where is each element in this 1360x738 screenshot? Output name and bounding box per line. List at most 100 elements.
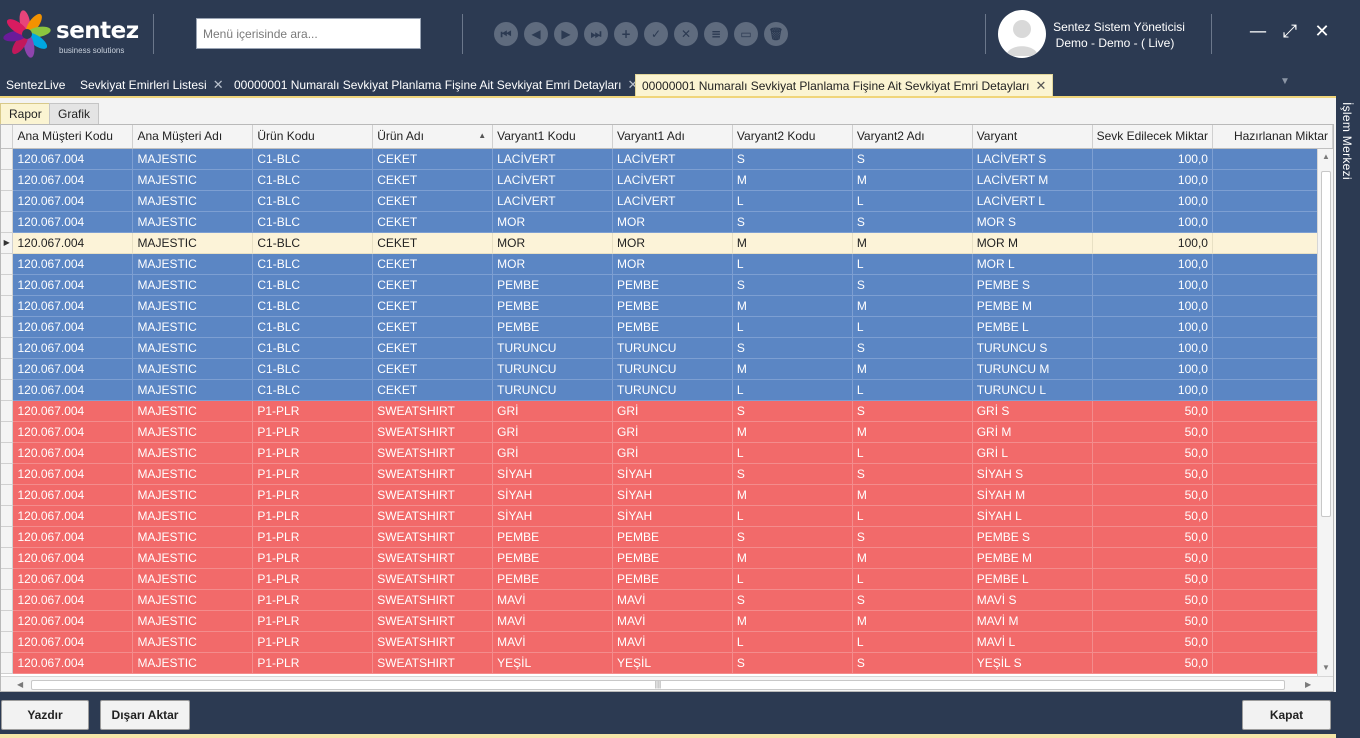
cancel-icon[interactable]: ✕ [674,22,698,46]
table-cell[interactable]: S [732,589,853,611]
table-cell[interactable]: GRİ M [972,421,1093,443]
table-cell[interactable]: 0 [1212,169,1333,191]
table-cell[interactable]: 100,0 [1092,316,1213,338]
row-indicator[interactable] [1,547,14,569]
table-cell[interactable]: S [852,400,973,422]
table-cell[interactable]: 100,0 [1092,190,1213,212]
table-cell[interactable]: 120.067.004 [12,148,134,170]
table-cell[interactable]: YEŞİL S [972,652,1093,674]
table-cell[interactable]: S [852,211,973,233]
table-cell[interactable]: MAJESTIC [132,631,254,653]
table-cell[interactable]: L [852,442,973,464]
table-cell[interactable]: L [732,568,853,590]
table-cell[interactable]: 120.067.004 [12,316,134,338]
close-button[interactable]: Kapat [1242,700,1331,730]
column-header[interactable]: Varyant1 Adı [612,125,733,149]
table-cell[interactable]: L [852,190,973,212]
tab-rapor[interactable]: Rapor [0,103,51,125]
tab-list-dropdown-icon[interactable]: ▼ [1280,76,1290,87]
table-cell[interactable]: MAVİ [612,631,733,653]
table-cell[interactable]: P1-PLR [252,463,374,485]
table-cell[interactable]: YEŞİL [612,652,733,674]
table-cell[interactable]: MAJESTIC [132,421,254,443]
table-cell[interactable]: 100,0 [1092,337,1213,359]
table-cell[interactable]: 0 [1212,211,1333,233]
table-cell[interactable]: C1-BLC [252,169,374,191]
table-cell[interactable]: MOR [612,211,733,233]
table-cell[interactable]: SWEATSHIRT [372,526,494,548]
row-indicator[interactable] [1,526,14,548]
table-cell[interactable]: C1-BLC [252,379,374,401]
table-cell[interactable]: CEKET [372,169,494,191]
table-cell[interactable]: MAVİ [612,589,733,611]
table-cell[interactable]: S [732,148,853,170]
row-indicator[interactable] [1,253,14,275]
table-cell[interactable]: L [852,568,973,590]
table-cell[interactable]: 120.067.004 [12,442,134,464]
table-cell[interactable]: 0 [1212,148,1333,170]
table-cell[interactable]: PEMBE [492,526,614,548]
tab-close-icon[interactable]: ✕ [212,77,224,92]
table-cell[interactable]: GRİ S [972,400,1093,422]
table-cell[interactable]: M [732,547,853,569]
table-cell[interactable]: MAJESTIC [132,589,254,611]
table-cell[interactable]: SİYAH [612,463,733,485]
table-cell[interactable]: 120.067.004 [12,547,134,569]
table-cell[interactable]: 120.067.004 [12,274,134,296]
column-header[interactable]: Ana Müşteri Kodu [12,125,134,149]
table-cell[interactable]: MAJESTIC [132,358,254,380]
vertical-scroll-thumb[interactable] [1321,171,1331,517]
table-cell[interactable]: M [852,484,973,506]
table-cell[interactable]: LACİVERT [612,148,733,170]
card-icon[interactable]: ▭ [734,22,758,46]
table-cell[interactable]: MOR [492,211,614,233]
table-cell[interactable]: GRİ [492,400,614,422]
table-cell[interactable]: S [852,274,973,296]
column-header[interactable]: Ürün Kodu [252,125,374,149]
table-cell[interactable]: PEMBE S [972,526,1093,548]
table-cell[interactable]: SİYAH [492,463,614,485]
table-cell[interactable]: SİYAH [612,505,733,527]
table-cell[interactable]: TURUNCU [612,337,733,359]
table-cell[interactable]: 50,0 [1092,463,1213,485]
table-cell[interactable]: LACİVERT [492,148,614,170]
table-cell[interactable]: CEKET [372,316,494,338]
table-cell[interactable]: MAJESTIC [132,442,254,464]
table-cell[interactable]: M [852,610,973,632]
tab-sevkiyat-emri-detaylari-1[interactable]: 00000001 Numaralı Sevkiyat Planlama Fişi… [228,74,644,96]
table-cell[interactable]: 0 [1212,526,1333,548]
table-cell[interactable]: CEKET [372,148,494,170]
tab-sevkiyat-emri-detaylari-2[interactable]: 00000001 Numaralı Sevkiyat Planlama Fişi… [635,74,1054,96]
table-cell[interactable]: 0 [1212,379,1333,401]
table-cell[interactable]: GRİ [492,421,614,443]
column-header[interactable]: Varyant [972,125,1093,149]
table-cell[interactable]: 100,0 [1092,274,1213,296]
table-row[interactable]: 120.067.004 MAJESTIC P1-PLR SWEATSHIRT PEMBE… [1,526,1333,548]
row-indicator[interactable] [1,589,14,611]
table-cell[interactable]: S [732,463,853,485]
table-cell[interactable]: SWEATSHIRT [372,421,494,443]
table-cell[interactable]: MAJESTIC [132,526,254,548]
table-cell[interactable]: CEKET [372,211,494,233]
table-row[interactable]: 120.067.004 MAJESTIC C1-BLC CEKET LACİVERT LA… [1,148,1333,170]
table-cell[interactable]: PEMBE [612,295,733,317]
row-indicator[interactable] [1,337,14,359]
table-cell[interactable]: PEMBE [612,274,733,296]
table-cell[interactable]: 0 [1212,421,1333,443]
column-header[interactable]: Sevk Edilecek Miktar [1092,125,1213,149]
table-cell[interactable]: MAJESTIC [132,169,254,191]
table-cell[interactable]: P1-PLR [252,484,374,506]
table-cell[interactable]: TURUNCU S [972,337,1093,359]
table-cell[interactable]: GRİ [612,421,733,443]
table-cell[interactable]: 120.067.004 [12,337,134,359]
table-cell[interactable]: 0 [1212,337,1333,359]
table-cell[interactable]: CEKET [372,253,494,275]
column-header[interactable]: Varyant2 Adı [852,125,973,149]
column-header[interactable]: Varyant2 Kodu [732,125,853,149]
confirm-icon[interactable]: ✓ [644,22,668,46]
table-cell[interactable]: M [852,547,973,569]
next-record-icon[interactable]: ▶ [554,22,578,46]
table-cell[interactable]: GRİ [492,442,614,464]
table-cell[interactable]: S [852,526,973,548]
list-icon[interactable]: ≡ [704,22,728,46]
